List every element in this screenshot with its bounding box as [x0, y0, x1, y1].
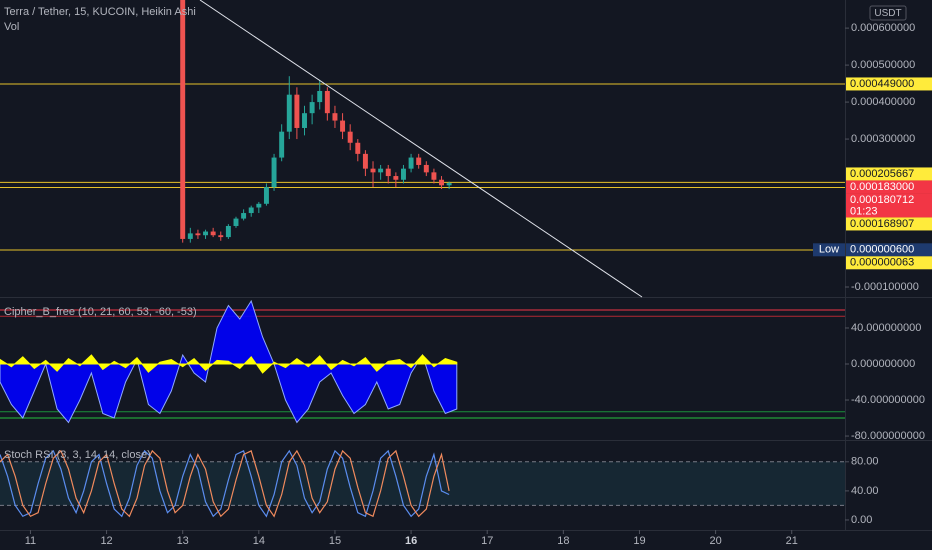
y-tick-label: 0.000300000 — [851, 133, 915, 145]
candle-body — [416, 157, 422, 165]
area-series — [0, 354, 458, 374]
price-badge-label: 0.000000063 — [850, 257, 914, 269]
volume-label: Vol — [4, 21, 19, 33]
price-badge — [846, 193, 932, 218]
candle-body — [210, 231, 216, 236]
price-badge — [846, 243, 932, 257]
y-tick-label: 0.00 — [851, 514, 872, 526]
price-badge-label: 0.000000600 — [850, 244, 914, 256]
y-tick-label: 0.000000000 — [851, 358, 915, 370]
candle-body — [385, 168, 391, 177]
candle-body — [279, 131, 285, 158]
trend-line — [199, 0, 643, 298]
stoch-pane — [0, 449, 845, 518]
price-badge-label: 0.000168907 — [850, 218, 914, 230]
price-badge-label: 0.000205667 — [850, 168, 914, 180]
price-badge-label: 0.000180712 — [850, 194, 914, 206]
price-badge-label: 0.000449000 — [850, 78, 914, 90]
tag-label: Low — [819, 244, 839, 256]
candle-body — [248, 207, 254, 214]
y-tick-label: 0.000400000 — [851, 96, 915, 108]
y-tick-label: -40.000000000 — [851, 394, 925, 406]
x-tick-label: 16 — [405, 535, 417, 547]
candle-body — [378, 168, 384, 173]
x-tick-label: 15 — [329, 535, 341, 547]
price-badge — [846, 77, 932, 91]
candle-body — [347, 131, 353, 143]
x-tick-label: 14 — [253, 535, 265, 547]
candle-body — [324, 90, 330, 114]
price-badge — [846, 180, 932, 194]
candle-body — [340, 120, 346, 132]
line-series — [0, 449, 450, 518]
candle-body — [302, 113, 307, 128]
x-tick-label: 13 — [177, 535, 189, 547]
price-badge-label: 0.000183000 — [850, 181, 914, 193]
x-tick-label: 21 — [786, 535, 798, 547]
y-tick-label: 0.000500000 — [851, 59, 915, 71]
x-tick-label: 11 — [25, 535, 36, 547]
y-tick-label: -80.000000000 — [851, 430, 925, 442]
candle-body — [370, 168, 376, 173]
candle-body — [332, 113, 338, 121]
candle-body — [225, 225, 231, 238]
axes: 0.000600000 0.000500000 0.000400000 0.00030… — [25, 22, 932, 547]
price-badge — [846, 167, 932, 181]
chart-title: Terra / Tether, 15, KUCOIN, Heikin Ashi — [4, 6, 196, 18]
candle-body — [355, 142, 361, 154]
y-tick-label: 80.00 — [851, 456, 879, 468]
candle-body — [423, 164, 429, 173]
candle-body — [286, 94, 292, 132]
candle-body — [233, 218, 239, 226]
x-tick-label: 12 — [100, 535, 112, 547]
indicator-title: Cipher_B_free (10, 21, 60, 53, -60, -53) — [4, 306, 197, 318]
price-badge — [846, 217, 932, 231]
y-tick-label: 40.000000000 — [851, 322, 921, 334]
candle-body — [393, 176, 399, 180]
candle-body — [263, 187, 269, 204]
candle-body — [241, 213, 247, 219]
candle-body — [400, 168, 406, 180]
tag-badge — [813, 243, 845, 257]
x-tick-label: 20 — [709, 535, 721, 547]
currency-box[interactable] — [869, 5, 907, 21]
x-tick-label: 17 — [481, 535, 493, 547]
candle-body — [408, 157, 414, 169]
candle-body — [362, 153, 368, 169]
candle-body — [187, 233, 193, 239]
y-tick-label: -0.000100000 — [851, 281, 919, 293]
x-tick-label: 19 — [633, 535, 645, 547]
x-tick-label: 18 — [557, 535, 569, 547]
candle-body — [309, 102, 315, 114]
candle-body — [180, 0, 186, 239]
candle-body — [218, 235, 224, 238]
candle-body — [195, 233, 201, 236]
candle-body — [271, 157, 277, 188]
countdown: 01:23 — [850, 205, 878, 217]
currency[interactable]: USDT — [874, 8, 901, 19]
candle-body — [256, 203, 262, 208]
candle-body — [439, 179, 445, 186]
line-series — [0, 449, 450, 518]
indicator-title: Stoch RSI (3, 3, 14, 14, close) — [4, 449, 151, 461]
price-pane — [0, 0, 845, 251]
candle-body — [446, 183, 452, 186]
cipher-pane — [0, 299, 845, 424]
price-badge — [846, 256, 932, 270]
candle-body — [317, 90, 323, 103]
band-fill — [0, 461, 845, 506]
y-tick-label: 40.00 — [851, 485, 879, 497]
candle-body — [431, 172, 437, 180]
y-tick-label: 0.000600000 — [851, 22, 915, 34]
candle-body — [294, 94, 300, 128]
candle-body — [203, 231, 209, 236]
